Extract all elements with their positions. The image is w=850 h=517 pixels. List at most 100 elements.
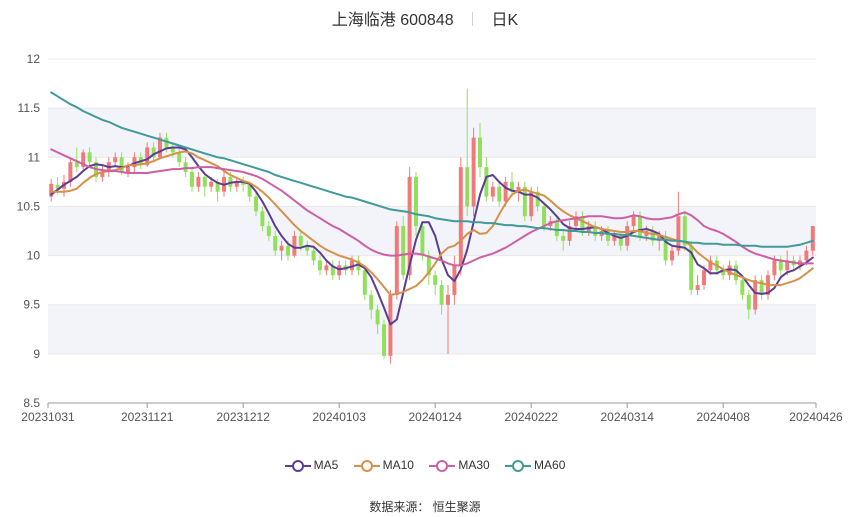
candle bbox=[324, 260, 329, 276]
legend-marker-icon bbox=[429, 460, 456, 472]
candle-body bbox=[362, 270, 367, 295]
candle-body bbox=[260, 211, 265, 227]
x-tick-label: 20240103 bbox=[313, 410, 367, 424]
ma-line-ma30 bbox=[50, 148, 814, 267]
candle bbox=[202, 174, 207, 197]
candle-body bbox=[631, 216, 636, 227]
candle-body bbox=[567, 226, 572, 241]
candle-body bbox=[279, 245, 284, 251]
candle-body bbox=[49, 183, 54, 197]
candle bbox=[234, 176, 239, 192]
candle-body bbox=[446, 294, 450, 305]
x-tick-label: 20231031 bbox=[21, 410, 75, 424]
candle-body bbox=[414, 176, 418, 227]
legend-label: MA60 bbox=[534, 458, 566, 472]
candle-body bbox=[305, 245, 310, 251]
candle bbox=[682, 211, 687, 251]
chart-title: 上海临港 600848 日K bbox=[0, 6, 850, 30]
candle bbox=[279, 240, 284, 261]
candle-body bbox=[433, 275, 438, 286]
period-label[interactable]: 日K bbox=[491, 12, 519, 29]
legend-item-ma5[interactable]: MA5 bbox=[284, 458, 339, 472]
candle bbox=[778, 255, 783, 276]
candle-body bbox=[292, 235, 297, 256]
candle bbox=[522, 181, 527, 222]
candle-body bbox=[522, 186, 527, 217]
legend-marker-circle bbox=[512, 460, 525, 472]
candle-body bbox=[612, 235, 617, 241]
candle-body bbox=[458, 167, 463, 266]
candle-body bbox=[158, 137, 162, 158]
candle bbox=[196, 172, 201, 192]
candle-body bbox=[177, 152, 182, 163]
data-source: 数据来源： 恒生聚源 bbox=[0, 498, 850, 515]
candle bbox=[266, 221, 271, 241]
y-tick-label: 11.5 bbox=[18, 101, 41, 115]
candle-body bbox=[119, 157, 124, 173]
candle bbox=[151, 142, 156, 163]
candle-body bbox=[273, 235, 278, 251]
source-label: 数据来源： bbox=[369, 500, 430, 514]
x-tick-label: 20240426 bbox=[789, 410, 843, 424]
candle-body bbox=[439, 285, 444, 305]
candle-body bbox=[689, 245, 694, 290]
candle-body bbox=[324, 265, 329, 271]
x-tick-label: 20240124 bbox=[409, 410, 463, 424]
y-tick-label: 9.5 bbox=[23, 298, 40, 312]
y-tick-label: 8.5 bbox=[23, 396, 40, 410]
candle bbox=[369, 289, 374, 320]
candle-body bbox=[87, 152, 92, 163]
legend-label: MA10 bbox=[382, 458, 414, 472]
legend-marker-icon bbox=[353, 460, 380, 472]
chart-legend: MA5 MA10 MA30 MA60 bbox=[0, 458, 850, 472]
candle bbox=[382, 319, 386, 359]
candle bbox=[574, 211, 578, 231]
candle-body bbox=[721, 270, 726, 276]
candle bbox=[708, 255, 713, 276]
candle bbox=[241, 176, 246, 192]
candle bbox=[785, 250, 790, 276]
y-tick-label: 10.5 bbox=[17, 199, 41, 213]
candle-body bbox=[420, 226, 425, 256]
x-tick-label: 20240314 bbox=[601, 410, 655, 424]
grid-band bbox=[48, 304, 816, 354]
legend-marker-icon bbox=[505, 460, 532, 472]
candle-body bbox=[145, 147, 150, 166]
source-value: 恒生聚源 bbox=[432, 500, 481, 514]
candle bbox=[439, 280, 444, 315]
candle bbox=[87, 147, 92, 168]
legend-item-ma30[interactable]: MA30 bbox=[429, 458, 490, 472]
x-tick-label: 20240222 bbox=[505, 410, 559, 424]
stock-name: 上海临港 bbox=[331, 12, 396, 29]
candle-body bbox=[746, 294, 751, 310]
candle bbox=[260, 206, 265, 231]
candle-body bbox=[196, 176, 201, 187]
candle-body bbox=[401, 226, 406, 276]
candle-body bbox=[202, 176, 207, 187]
candle bbox=[727, 260, 732, 281]
x-axis: 20231031 20231121 20231212 20240103 20240124… bbox=[21, 402, 843, 424]
candle-body bbox=[113, 157, 118, 163]
legend-item-ma10[interactable]: MA10 bbox=[353, 458, 414, 472]
candle bbox=[503, 176, 508, 207]
candle-body bbox=[810, 226, 815, 251]
legend-label: MA5 bbox=[313, 458, 339, 472]
candle-body bbox=[234, 181, 239, 187]
candle bbox=[414, 172, 418, 236]
candle bbox=[190, 167, 194, 192]
legend-item-ma60[interactable]: MA60 bbox=[505, 458, 565, 472]
candle-body bbox=[209, 181, 214, 187]
candle bbox=[689, 240, 694, 295]
x-tick-label: 20231121 bbox=[121, 410, 174, 424]
candle-body bbox=[554, 221, 559, 236]
candle-body bbox=[772, 260, 777, 276]
candle-body bbox=[535, 191, 540, 207]
candle-body bbox=[657, 235, 662, 241]
candle-body bbox=[465, 167, 470, 207]
candle bbox=[471, 127, 476, 217]
candle-body bbox=[708, 260, 713, 271]
y-tick-label: 9 bbox=[33, 347, 40, 361]
candle-body bbox=[753, 280, 758, 310]
candle bbox=[100, 165, 105, 182]
